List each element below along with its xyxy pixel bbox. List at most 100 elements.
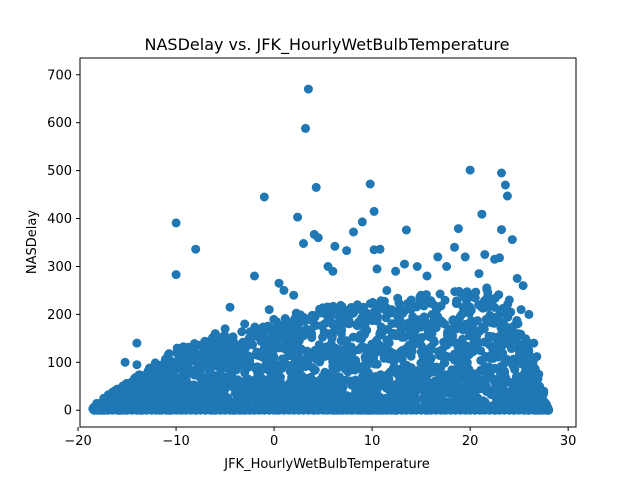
data-point [474, 269, 484, 279]
data-point [192, 398, 202, 408]
data-point [388, 367, 398, 377]
data-point [221, 342, 231, 351]
data-point [201, 338, 210, 348]
data-point [527, 394, 537, 403]
data-point [426, 296, 436, 306]
data-point [458, 308, 468, 318]
data-point [191, 355, 201, 365]
data-point [489, 376, 499, 386]
data-point [477, 209, 487, 219]
data-point [442, 262, 452, 271]
data-point [251, 388, 261, 398]
data-point [214, 349, 224, 359]
data-point [384, 338, 394, 348]
data-point [363, 368, 373, 377]
data-point [405, 386, 415, 396]
data-point [394, 377, 404, 387]
data-point [352, 300, 362, 310]
data-point [406, 295, 416, 305]
data-point [118, 381, 128, 391]
data-point [487, 294, 496, 304]
data-point [387, 319, 397, 329]
x-tick-label: 20 [462, 434, 479, 449]
data-point [507, 235, 517, 245]
data-point [260, 391, 270, 401]
data-point [416, 290, 426, 300]
data-point [292, 343, 301, 353]
data-point [318, 332, 328, 342]
data-point [422, 318, 431, 328]
data-point [299, 398, 309, 408]
data-point [375, 330, 385, 339]
data-point [280, 314, 290, 323]
data-point [218, 372, 228, 382]
plot-frame [79, 57, 577, 428]
data-point [273, 392, 283, 402]
data-point [422, 271, 432, 281]
data-point [443, 331, 452, 341]
data-point [465, 302, 475, 312]
data-point [299, 356, 309, 366]
data-point [387, 305, 397, 315]
data-point [189, 344, 199, 354]
data-point [303, 84, 313, 94]
data-point [384, 354, 394, 364]
data-point [375, 244, 385, 254]
data-point [539, 386, 549, 396]
data-point [512, 383, 522, 393]
data-point [365, 179, 375, 189]
data-point [510, 320, 520, 329]
data-point [497, 168, 506, 178]
y-tick-label: 700 [47, 68, 72, 83]
data-point [382, 384, 392, 394]
data-point [307, 333, 317, 343]
data-point [527, 359, 537, 369]
data-point [342, 246, 352, 256]
data-point [261, 335, 271, 344]
data-point [163, 372, 173, 382]
data-point [510, 365, 520, 375]
data-point [487, 350, 496, 360]
data-point [472, 369, 482, 379]
data-point [171, 218, 181, 228]
data-point [415, 336, 424, 346]
data-point [440, 358, 450, 368]
data-point [269, 314, 279, 324]
data-point [259, 192, 269, 202]
data-point [394, 298, 404, 308]
data-point [279, 333, 289, 343]
data-point [479, 324, 489, 334]
data-point [142, 377, 152, 386]
data-point [460, 252, 470, 262]
y-tick-label: 0 [64, 404, 72, 419]
data-point [298, 331, 308, 341]
data-point [369, 206, 379, 216]
data-point [482, 284, 492, 294]
data-point [529, 386, 539, 396]
data-point [233, 345, 243, 355]
data-point [498, 340, 508, 350]
data-point [455, 288, 465, 298]
data-point [264, 305, 274, 315]
data-point [273, 321, 283, 331]
data-point [469, 343, 479, 353]
data-point [304, 380, 314, 390]
data-point [341, 375, 351, 385]
data-point [429, 337, 439, 347]
data-point [465, 331, 474, 341]
data-point [299, 239, 308, 248]
data-point [250, 271, 259, 281]
data-point [310, 366, 320, 375]
data-point [506, 344, 516, 354]
data-point [514, 346, 524, 356]
data-point [275, 343, 284, 353]
data-point [532, 352, 542, 362]
dense-point-cloud [88, 283, 554, 415]
data-point [163, 395, 173, 405]
data-point [512, 273, 522, 283]
data-point [293, 351, 303, 361]
data-point [452, 367, 462, 377]
data-point [329, 319, 339, 329]
data-point [502, 311, 512, 321]
data-point [181, 343, 191, 353]
